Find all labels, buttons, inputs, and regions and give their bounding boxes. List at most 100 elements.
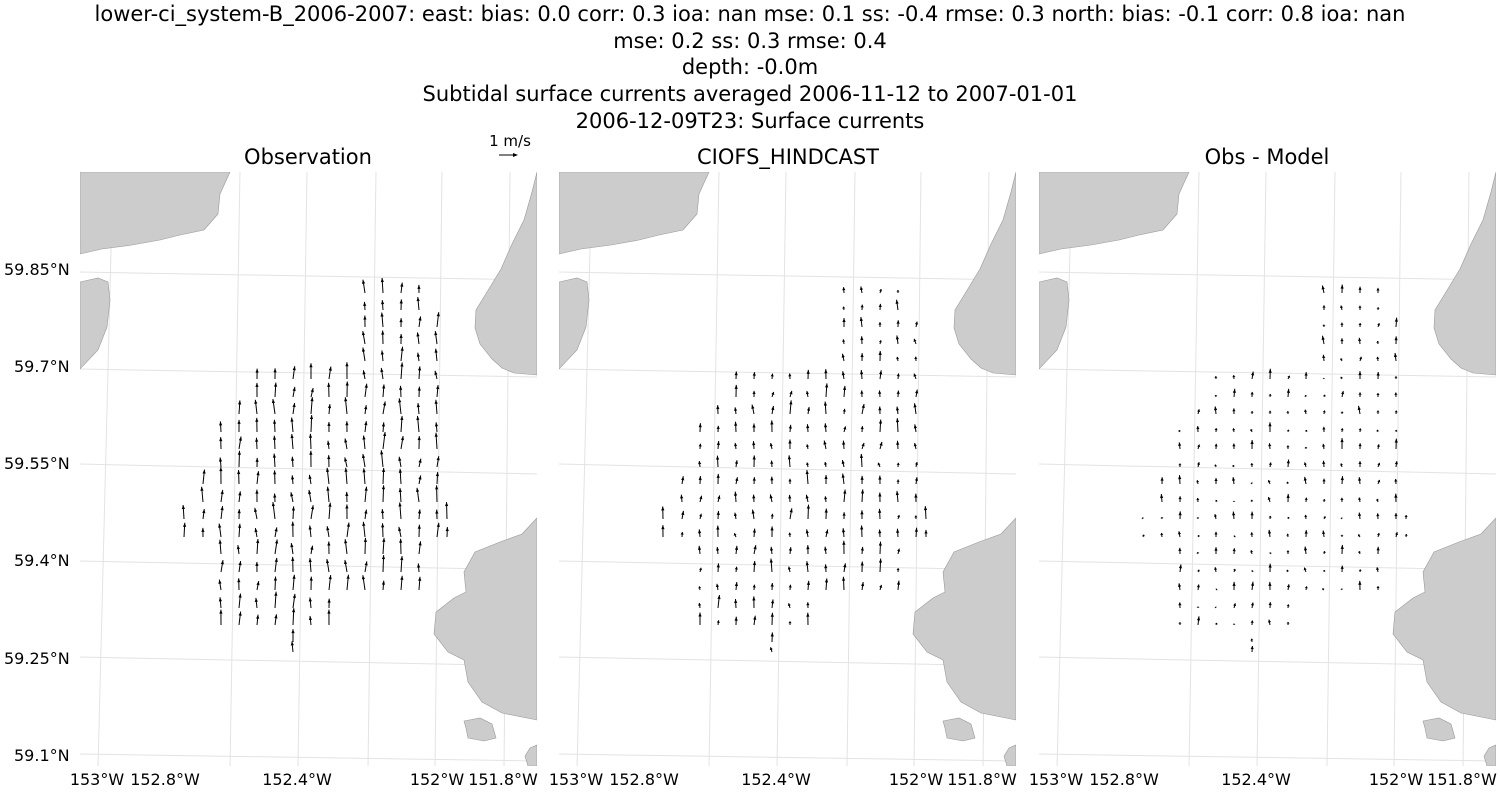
- current-vector: [1268, 393, 1272, 398]
- current-vector: [1232, 375, 1236, 380]
- current-vector: [381, 580, 386, 591]
- current-vector: [345, 362, 349, 380]
- current-vector: [1214, 622, 1218, 626]
- current-vector: [878, 529, 882, 538]
- current-vector: [824, 423, 828, 433]
- current-vector: [770, 513, 774, 520]
- current-vector: [752, 477, 756, 485]
- current-vector: [361, 575, 366, 591]
- current-vector: [400, 575, 404, 591]
- current-vector: [879, 441, 883, 450]
- current-vector: [860, 336, 864, 345]
- current-vector: [734, 581, 738, 591]
- current-vector: [1250, 602, 1255, 609]
- current-vector: [1394, 336, 1398, 345]
- current-vector: [841, 473, 845, 485]
- current-vector: [896, 373, 900, 380]
- current-vector: [1322, 588, 1325, 591]
- current-vector: [1357, 405, 1361, 415]
- longitude-gridline: [1056, 172, 1073, 766]
- current-vector: [841, 576, 846, 591]
- current-vector: [1340, 565, 1344, 573]
- current-vector: [1178, 547, 1182, 555]
- current-vector: [896, 320, 900, 328]
- current-vector: [1358, 322, 1362, 328]
- longitude-gridline: [708, 172, 720, 766]
- current-vector: [824, 496, 828, 503]
- panel-title-observation: Observation: [244, 145, 372, 169]
- current-vector: [897, 514, 901, 520]
- current-vector: [363, 537, 367, 555]
- land-polygon: [463, 717, 497, 742]
- latitude-gridline: [559, 271, 1016, 281]
- current-vector: [219, 421, 223, 433]
- current-vector: [752, 560, 757, 573]
- current-vector: [842, 287, 846, 294]
- current-vector: [398, 468, 402, 485]
- current-vector: [914, 356, 918, 362]
- current-vector: [434, 331, 438, 345]
- longitude-gridline: [913, 172, 922, 766]
- current-vector: [1375, 498, 1380, 503]
- current-vector: [1322, 324, 1326, 328]
- current-vector: [770, 373, 774, 380]
- current-vector: [1340, 588, 1344, 591]
- current-vector: [896, 528, 900, 538]
- current-vector: [1394, 392, 1398, 398]
- current-vector: [860, 546, 864, 555]
- current-vector: [1340, 534, 1344, 538]
- current-vector: [788, 621, 792, 626]
- current-vector: [292, 574, 296, 591]
- current-vector: [806, 580, 811, 591]
- current-vector: [291, 506, 296, 520]
- land-polygon: [953, 172, 1016, 376]
- current-vector: [1197, 534, 1200, 538]
- current-vector: [1160, 494, 1164, 503]
- current-vector: [253, 507, 258, 520]
- current-vector: [382, 401, 387, 415]
- lon-label: 152.4°W: [262, 770, 332, 789]
- latitude-gridline: [1039, 368, 1496, 378]
- current-vector: [1268, 515, 1272, 520]
- current-vector: [1376, 372, 1380, 380]
- panel-title-model: CIOFS_HINDCAST: [697, 145, 879, 170]
- current-vector: [788, 547, 792, 555]
- current-vector: [1358, 461, 1362, 468]
- current-vector: [256, 538, 260, 555]
- current-vector: [769, 442, 773, 450]
- current-vector: [805, 462, 810, 468]
- current-vector: [914, 461, 919, 468]
- current-vector: [1340, 376, 1343, 380]
- map-panel-observation: [80, 172, 537, 766]
- current-vector: [860, 510, 864, 520]
- current-vector: [361, 279, 366, 294]
- lat-label: 59.7°N: [14, 357, 70, 376]
- current-vector: [842, 408, 846, 415]
- current-vector: [274, 539, 279, 555]
- current-vector: [1376, 586, 1380, 591]
- current-vector: [271, 502, 276, 520]
- current-vector: [1268, 410, 1272, 415]
- current-vector: [860, 475, 864, 485]
- current-vector: [789, 508, 793, 520]
- current-vector: [1304, 497, 1308, 503]
- current-vector: [1178, 602, 1182, 609]
- current-vector: [398, 398, 402, 415]
- current-vector: [254, 527, 258, 538]
- current-vector: [878, 492, 882, 503]
- current-vector: [1376, 513, 1380, 520]
- current-vector: [789, 400, 793, 415]
- current-vector: [661, 525, 665, 538]
- current-vector: [787, 455, 791, 468]
- current-vector: [254, 597, 258, 609]
- current-vector: [1394, 478, 1398, 485]
- current-vector: [699, 513, 703, 520]
- current-vector: [326, 526, 330, 538]
- current-vector: [1178, 496, 1182, 503]
- current-vector: [1339, 358, 1343, 362]
- current-vector: [1322, 460, 1326, 468]
- current-vector: [1340, 284, 1344, 294]
- current-vector: [1322, 354, 1326, 362]
- current-vector: [1213, 514, 1218, 520]
- lat-label: 59.85°N: [4, 260, 70, 279]
